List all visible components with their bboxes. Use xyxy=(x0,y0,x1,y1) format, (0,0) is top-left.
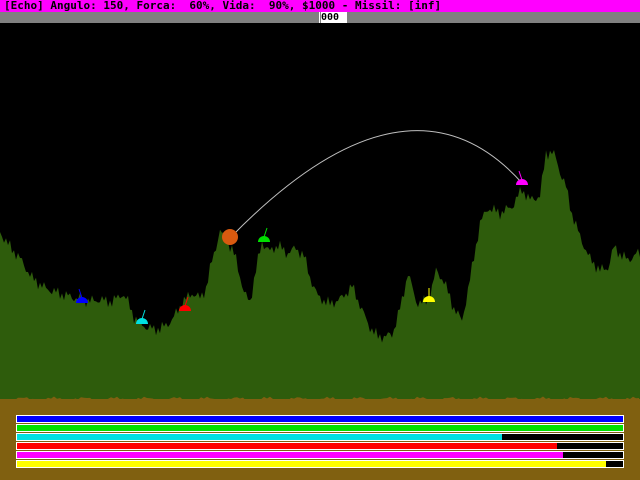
health-fill xyxy=(16,451,564,459)
tank-barrel xyxy=(141,309,146,320)
health-bar-red xyxy=(16,442,624,450)
health-fill xyxy=(16,433,503,441)
wind-value: 000 xyxy=(321,12,347,23)
tank-barrel xyxy=(263,227,268,238)
status-bar: [Echo] Angulo: 150, Forca: 60%, Vida: 90… xyxy=(0,0,640,12)
tank-barrel xyxy=(78,288,83,299)
tank-body xyxy=(136,318,148,324)
tank-body xyxy=(258,236,270,242)
health-fill xyxy=(16,460,606,468)
health-frame xyxy=(16,424,624,432)
tank-barrel xyxy=(518,170,523,181)
health-bar-green xyxy=(16,424,624,432)
health-frame xyxy=(16,442,624,450)
health-frame xyxy=(16,433,624,441)
projectile-trajectory xyxy=(230,130,523,238)
health-fill xyxy=(16,424,624,432)
wind-indicator-bar xyxy=(0,12,640,23)
health-frame xyxy=(16,451,624,459)
ground-edge xyxy=(0,396,640,405)
health-frame xyxy=(16,415,624,423)
tank-cyan xyxy=(136,309,148,324)
tank-barrel xyxy=(184,296,189,307)
health-frame xyxy=(16,460,624,468)
tank-body xyxy=(516,179,528,185)
health-bar-blue xyxy=(16,415,624,423)
tanks-layer xyxy=(76,170,528,324)
tank-body xyxy=(423,296,435,302)
tank-blue xyxy=(76,288,88,303)
tank-body xyxy=(179,305,191,311)
health-bars xyxy=(16,415,624,469)
projectile xyxy=(222,229,238,245)
tank-red xyxy=(179,296,191,311)
status-text: [Echo] Angulo: 150, Forca: 60%, Vida: 90… xyxy=(4,0,442,12)
tank-green xyxy=(258,227,270,242)
terrain xyxy=(0,150,640,400)
tank-magenta xyxy=(516,170,528,185)
health-bar-magenta xyxy=(16,451,624,459)
health-bar-yellow xyxy=(16,460,624,468)
health-fill xyxy=(16,442,558,450)
tank-yellow xyxy=(423,288,435,302)
tank-body xyxy=(76,297,88,303)
wind-center-marker xyxy=(319,12,320,23)
health-bar-cyan xyxy=(16,433,624,441)
health-fill xyxy=(16,415,624,423)
